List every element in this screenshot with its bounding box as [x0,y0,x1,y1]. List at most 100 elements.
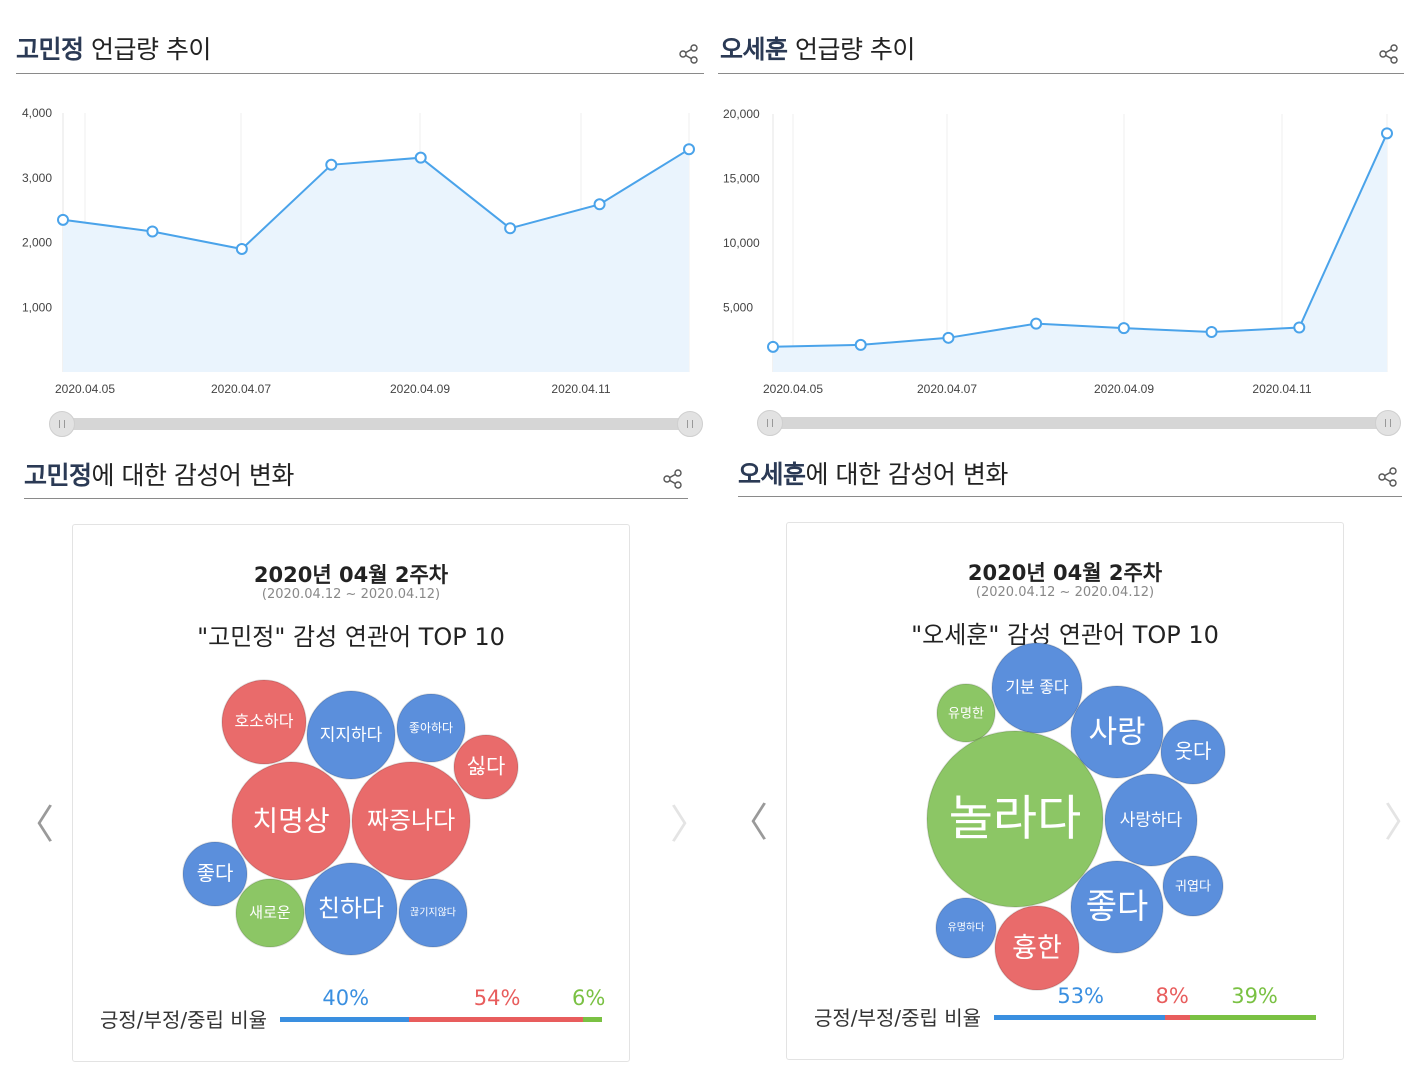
bubble-circle[interactable] [351,761,471,881]
bubble-circle[interactable] [991,642,1083,734]
bubble-circle[interactable] [398,878,468,948]
bubble-circle[interactable] [1162,855,1224,917]
x-tick-label: 2020.04.11 [1252,382,1311,396]
bubble[interactable]: 치명상 [231,761,351,881]
right-range-slider-track[interactable] [770,417,1388,429]
bubble[interactable]: 흉한 [994,905,1080,991]
bubble-circle[interactable] [182,841,248,907]
bubble[interactable]: 유명한 [936,683,996,743]
data-point[interactable] [325,158,338,171]
right-range-slider-end-handle[interactable] [1375,410,1401,436]
bubble[interactable]: 귀엽다 [1162,855,1224,917]
right-trend-title: 오세훈 언급량 추이 [720,30,915,66]
data-point[interactable] [1117,322,1130,335]
left-sentiment-title-name: 고민정 [24,461,92,490]
bubble[interactable]: 기분 좋다 [991,642,1083,734]
left-trend-share-icon[interactable] [678,43,700,65]
data-point[interactable] [854,338,867,351]
data-point[interactable] [57,213,69,226]
bubble-circle[interactable] [231,761,351,881]
data-point[interactable] [767,340,779,353]
bubble[interactable]: 사랑 [1070,685,1164,779]
data-point[interactable] [504,222,517,235]
bubble-label: 기분 좋다 [1005,679,1069,697]
left-top10-headline: "고민정" 감성 연관어 TOP 10 [197,623,505,651]
bubble-circle[interactable] [936,683,996,743]
y-tick-label: 5,000 [723,301,753,315]
left-trend-title-name: 고민정 [16,35,84,64]
ratio-segment [1164,1015,1191,1020]
bubble[interactable]: 놀라다 [926,730,1104,908]
right-ratio-bar [994,1015,1316,1020]
bubble[interactable]: 새로운 [235,878,305,948]
right-sentiment-title: 오세훈에 대한 감성어 변화 [738,455,1008,491]
left-sentiment-share-icon[interactable] [662,468,684,490]
bubble-circle[interactable] [304,862,398,956]
bubble-circle[interactable] [306,690,396,780]
data-point[interactable] [1293,321,1306,334]
bubble-circle[interactable] [994,905,1080,991]
y-tick-label: 1,000 [22,300,52,314]
right-trend-title-name: 오세훈 [720,35,788,64]
bubble-label: 사랑 [1088,715,1145,750]
data-point[interactable] [1381,127,1393,140]
right-date-range: (2020.04.12 ~ 2020.04.12) [975,585,1155,600]
right-week-label: 2020년 04월 2주차 [967,561,1163,585]
bubble-circle[interactable] [1070,685,1164,779]
data-point[interactable] [235,242,248,255]
left-prev-arrow[interactable]: 〈 [14,802,54,848]
right-prev-arrow[interactable]: 〈 [728,800,768,846]
bubble[interactable]: 좋다 [1070,860,1164,954]
left-range-slider-end-handle[interactable] [677,411,703,437]
bubble[interactable]: 지지하다 [306,690,396,780]
bubble-circle[interactable] [1104,773,1198,867]
right-sentiment-title-rest: 에 대한 감성어 변화 [805,460,1009,489]
bubble-label: 좋다 [1086,888,1149,926]
bubble[interactable]: 사랑하다 [1104,773,1198,867]
left-range-slider-start-handle[interactable] [49,411,75,437]
bubble[interactable]: 호소하다 [221,679,307,765]
bubble[interactable]: 끊기지않다 [398,878,468,948]
data-point[interactable] [1030,317,1043,330]
bubble-circle[interactable] [935,897,997,959]
bubble-label: 웃다 [1175,740,1212,763]
bubble[interactable]: 웃다 [1160,719,1226,785]
data-point[interactable] [942,331,955,344]
left-sentiment-divider [24,498,688,499]
series-area [63,149,689,372]
right-range-slider-start-handle[interactable] [757,410,783,436]
bubble-circle[interactable] [396,693,466,763]
bubble[interactable]: 짜증나다 [351,761,471,881]
data-point[interactable] [683,143,695,156]
bubble[interactable]: 좋다 [182,841,248,907]
bubble[interactable]: 싫다 [453,734,519,800]
left-next-arrow[interactable]: 〉 [670,802,710,848]
ratio-percent: 6% [572,986,606,1010]
x-tick-label: 2020.04.05 [55,382,115,396]
right-trend-share-icon[interactable] [1378,43,1400,65]
bubble-circle[interactable] [221,679,307,765]
left-trend-divider [16,73,704,74]
left-range-slider-track[interactable] [62,418,690,430]
bubble[interactable]: 친하다 [304,862,398,956]
bubble-circle[interactable] [453,734,519,800]
bubble[interactable]: 좋아하다 [396,693,466,763]
bubble-label: 호소하다 [235,713,294,731]
right-sentiment-share-icon[interactable] [1377,466,1399,488]
x-tick-label: 2020.04.11 [551,382,610,396]
right-trend-title-rest: 언급량 추이 [787,35,915,64]
left-date-range: (2020.04.12 ~ 2020.04.12) [261,587,441,602]
bubble-circle[interactable] [235,878,305,948]
data-point[interactable] [1205,326,1218,339]
data-point[interactable] [146,225,159,238]
right-next-arrow[interactable]: 〉 [1384,800,1421,846]
data-point[interactable] [593,198,606,211]
bubble-circle[interactable] [1070,860,1164,954]
bubble[interactable]: 유명하다 [935,897,997,959]
data-point[interactable] [414,151,427,164]
bubble-circle[interactable] [1160,719,1226,785]
ratio-segment [408,1017,583,1022]
bubble-circle[interactable] [926,730,1104,908]
